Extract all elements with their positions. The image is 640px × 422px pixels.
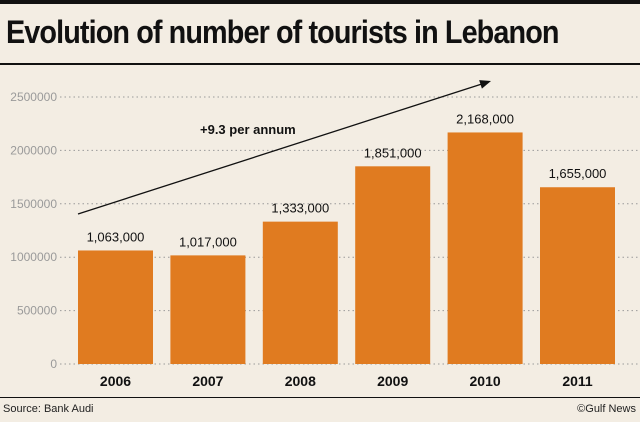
data-label: 1,851,000	[364, 145, 422, 160]
y-axis: 0 500000 1000000 1500000 2000000 2500000	[10, 90, 57, 371]
y-tick-label: 1500000	[10, 197, 57, 211]
x-tick-label: 2007	[192, 373, 223, 389]
credit-note: ©Gulf News	[577, 403, 636, 415]
y-tick-label: 2500000	[10, 90, 57, 104]
bar-chart: 0 500000 1000000 1500000 2000000 2500000 1,06…	[10, 80, 640, 389]
bar-2011	[540, 187, 615, 364]
y-tick-label: 1000000	[10, 250, 57, 264]
x-tick-label: 2008	[285, 373, 316, 389]
data-label: 2,168,000	[456, 111, 514, 126]
bar-2010	[447, 132, 523, 364]
trend-arrow-head	[479, 80, 491, 89]
trend-label: +9.3 per annum	[200, 122, 296, 137]
x-tick-label: 2006	[100, 373, 131, 389]
x-axis: 2006 2007 2008 2009 2010 2011	[100, 373, 593, 389]
title-rule	[0, 63, 640, 65]
trend-annotation: +9.3 per annum	[77, 80, 491, 215]
bar-2009	[355, 166, 431, 364]
y-tick-label: 0	[50, 357, 57, 371]
trend-arrow-line	[77, 82, 484, 215]
bar-2006	[78, 250, 153, 364]
y-tick-label: 500000	[17, 304, 57, 318]
top-rule	[0, 0, 640, 4]
chart-title: Evolution of number of tourists in Leban…	[6, 14, 559, 50]
footer-rule	[0, 397, 640, 398]
bar-2007	[170, 255, 246, 364]
bars	[78, 132, 615, 364]
data-label: 1,655,000	[549, 166, 607, 181]
x-tick-label: 2010	[470, 373, 501, 389]
y-tick-label: 2000000	[10, 143, 57, 157]
data-label: 1,063,000	[87, 229, 145, 244]
source-note: Source: Bank Audi	[3, 403, 94, 415]
x-tick-label: 2011	[562, 373, 593, 389]
x-tick-label: 2009	[377, 373, 408, 389]
data-label: 1,017,000	[179, 234, 237, 249]
bar-2008	[262, 221, 338, 364]
data-labels: 1,063,000 1,017,000 1,333,000 1,851,000 2,16…	[87, 111, 607, 249]
data-label: 1,333,000	[271, 201, 329, 216]
